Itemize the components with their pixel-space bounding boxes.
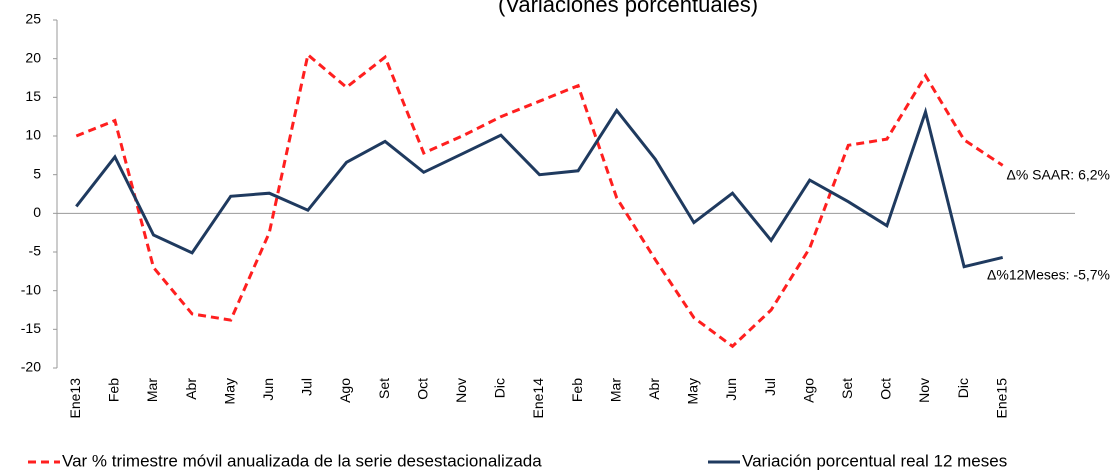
y-tick-label: -5: [29, 243, 42, 259]
y-tick-label: -15: [21, 320, 41, 336]
y-tick-label: 0: [33, 204, 41, 220]
annotation: Δ%12Meses: -5,7%: [987, 267, 1110, 283]
x-tick-label: Mar: [607, 378, 623, 402]
legend-label: Var % trimestre móvil anualizada de la s…: [62, 451, 542, 470]
x-tick-label: Jul: [762, 378, 778, 396]
x-tick-label: Ago: [800, 378, 816, 403]
x-tick-label: Set: [839, 378, 855, 399]
x-tick-label: Nov: [453, 378, 469, 403]
y-tick-label: 10: [25, 127, 41, 143]
x-tick-label: Nov: [916, 378, 932, 403]
x-tick-label: Feb: [106, 378, 122, 402]
x-tick-label: Jun: [260, 378, 276, 401]
x-tick-label: Ene13: [67, 378, 83, 419]
x-tick-label: Oct: [414, 378, 430, 400]
annotation: Δ% SAAR: 6,2%: [1006, 167, 1110, 183]
y-tick-label: 15: [25, 88, 41, 104]
x-tick-label: Jun: [723, 378, 739, 401]
x-tick-label: Jul: [299, 378, 315, 396]
x-tick-label: Ene15: [993, 378, 1009, 419]
x-tick-label: May: [221, 378, 237, 404]
y-tick-label: 5: [33, 165, 41, 181]
y-tick-label: -20: [21, 359, 41, 375]
x-tick-label: Dic: [492, 378, 508, 398]
legend-label: Variación porcentual real 12 meses: [742, 451, 1007, 470]
y-tick-label: -10: [21, 281, 41, 297]
x-tick-label: Abr: [646, 378, 662, 400]
x-tick-label: Mar: [144, 378, 160, 402]
x-tick-label: Abr: [183, 378, 199, 400]
x-tick-label: Dic: [955, 378, 971, 398]
x-tick-label: Oct: [878, 378, 894, 400]
x-tick-label: Ene14: [530, 378, 546, 419]
y-tick-label: 25: [25, 11, 41, 27]
series-line: [75, 52, 1004, 349]
x-tick-label: May: [685, 378, 701, 404]
x-tick-label: Feb: [569, 378, 585, 402]
y-tick-label: 20: [25, 49, 41, 65]
x-tick-label: Ago: [337, 378, 353, 403]
series-line: [75, 106, 1004, 269]
chart-title: (Variaciones porcentuales): [498, 0, 758, 17]
x-tick-label: Set: [376, 378, 392, 399]
